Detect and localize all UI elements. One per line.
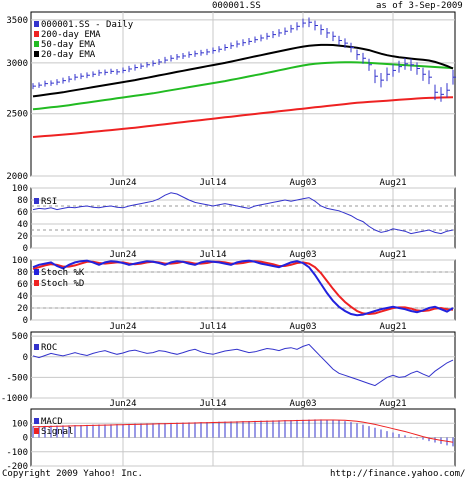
legend-signal: Signal [41, 427, 74, 437]
stoch-panel-frame [30, 259, 456, 321]
legend-stoch-d-swatch [34, 280, 39, 286]
roc-line [32, 343, 454, 387]
y-tick-label: 500 [12, 332, 28, 342]
y-tick-label: 100 [12, 256, 28, 266]
y-tick-label: 2000 [6, 172, 28, 182]
y-tick-label: 80 [17, 268, 28, 278]
as-of-date: as of 3-Sep-2009 [376, 1, 463, 11]
x-tick-label: Jul14 [199, 399, 226, 409]
legend-stoch-k-swatch [34, 269, 39, 275]
ema200-line [32, 96, 454, 138]
y-tick-label: 0 [23, 316, 28, 326]
legend-ema20-swatch [34, 51, 39, 57]
y-tick-label: 20 [17, 304, 28, 314]
legend-stoch-d: Stoch %D [41, 279, 84, 289]
y-tick-label: 40 [17, 292, 28, 302]
legend-daily-swatch [34, 21, 39, 27]
y-tick-label: 20 [17, 232, 28, 242]
legend-daily: 000001.SS - Daily [41, 20, 134, 30]
rsi-panel-frame [30, 187, 456, 249]
x-tick-label: Aug03 [289, 322, 316, 332]
x-tick-label: Aug03 [289, 250, 316, 260]
y-tick-label: 100 [12, 184, 28, 194]
copyright-text: Copyright 2009 Yahoo! Inc. [2, 469, 143, 479]
x-tick-label: Jun24 [109, 399, 136, 409]
y-tick-label: 3500 [6, 16, 28, 26]
x-tick-label: Jul14 [199, 178, 226, 188]
legend-rsi: RSI [41, 197, 57, 207]
legend-ema50-swatch [34, 41, 39, 47]
x-tick-label: Aug21 [379, 322, 406, 332]
legend-ema200-swatch [34, 31, 39, 37]
y-tick-label: -500 [6, 373, 28, 383]
y-tick-label: -200 [6, 462, 28, 472]
y-tick-label: 60 [17, 208, 28, 218]
ema20-line [32, 43, 454, 98]
x-tick-label: Jul14 [199, 250, 226, 260]
legend-rsi-swatch [34, 198, 39, 204]
x-tick-label: Jul14 [199, 322, 226, 332]
legend-stoch-k: Stoch %K [41, 268, 85, 278]
legend-ema50: 50-day EMA [41, 40, 96, 50]
stoch-k-line [32, 259, 454, 317]
y-tick-label: 0 [23, 353, 28, 363]
legend-macd-swatch [34, 418, 39, 424]
y-tick-label: 0 [23, 434, 28, 444]
roc-panel-frame [30, 331, 456, 399]
y-tick-label: 2500 [6, 110, 28, 120]
rsi-line [32, 192, 454, 235]
y-tick-label: 80 [17, 196, 28, 206]
y-tick-label: 40 [17, 220, 28, 230]
x-tick-label: Aug21 [379, 399, 406, 409]
y-tick-label: 100 [12, 419, 28, 429]
source-url: http://finance.yahoo.com/ [330, 469, 466, 479]
x-tick-label: Jun24 [109, 322, 136, 332]
legend-signal-swatch [34, 428, 39, 434]
x-tick-label: Aug03 [289, 399, 316, 409]
stoch-d-line [32, 260, 454, 316]
signal-line [32, 419, 454, 443]
x-tick-label: Aug21 [379, 178, 406, 188]
ema50-line [32, 61, 454, 111]
legend-ema20: 20-day EMA [41, 50, 96, 60]
y-tick-label: -1000 [1, 394, 28, 404]
legend-roc: ROC [41, 343, 57, 353]
y-tick-label: 60 [17, 280, 28, 290]
chart-symbol: 000001.SS [212, 1, 261, 11]
legend-ema200: 200-day EMA [41, 30, 101, 40]
x-tick-label: Jun24 [109, 178, 136, 188]
y-tick-label: -100 [6, 448, 28, 458]
legend-macd: MACD [41, 417, 63, 427]
x-tick-label: Aug03 [289, 178, 316, 188]
legend-roc-swatch [34, 344, 39, 350]
y-tick-label: 3000 [6, 59, 28, 69]
x-tick-label: Jun24 [109, 250, 136, 260]
y-tick-label: 0 [23, 244, 28, 254]
x-tick-label: Aug21 [379, 250, 406, 260]
